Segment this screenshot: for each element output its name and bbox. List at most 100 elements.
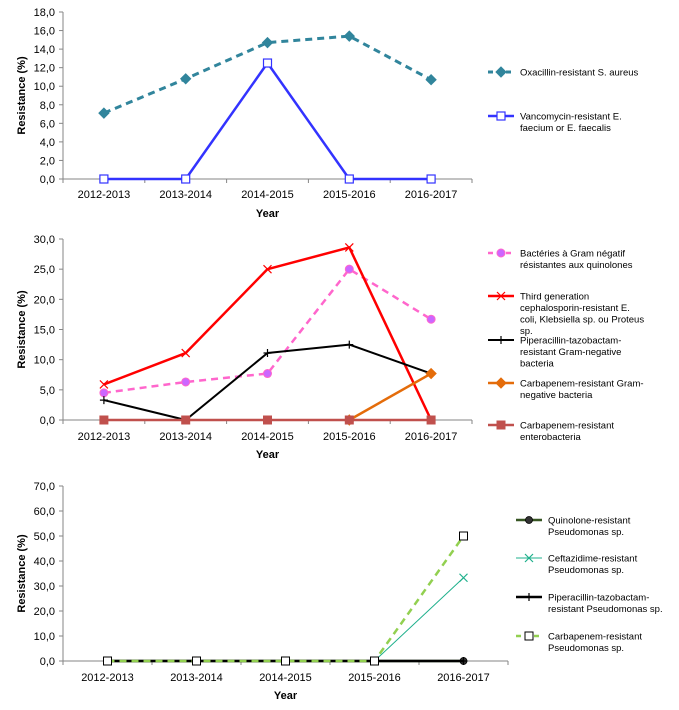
legend-label: Carbapenem-resistant [548,632,642,643]
legend-swatch-marker [496,111,506,121]
legend-swatch-marker [524,631,534,641]
data-point [181,377,191,387]
data-point [103,656,112,666]
legend-label: Vancomycin-resistant E. [520,112,622,123]
data-point [344,264,354,274]
legend-swatch-marker [525,516,533,524]
y-tick-label: 2,0 [40,155,55,167]
legend-label: Pseudomonas sp. [548,527,624,538]
legend-swatch-marker [495,377,507,389]
legend-swatch-marker [496,291,506,301]
series-line [103,246,433,421]
series-line [107,535,465,663]
legend-label: resistant Gram-negative [520,347,621,358]
data-point [459,573,468,583]
series-2 [99,58,436,184]
y-tick-label: 8,0 [40,100,55,112]
data-point [99,379,109,389]
data-point [425,74,437,86]
data-point [261,36,274,49]
data-point [262,58,273,68]
series-line [103,267,432,395]
series-3 [99,340,436,424]
series-4 [343,367,437,426]
x-tick-label: 2016-2017 [405,431,458,443]
data-point [281,656,290,666]
legend-label: sp. [520,326,533,337]
y-tick-label: 6,0 [40,118,55,130]
legend-entry: Carbapenem-resistant Gram-negative bacte… [488,377,644,401]
y-tick-label: 0,0 [40,656,55,668]
y-tick-label: 14,0 [34,44,55,56]
y-tick-label: 4,0 [40,137,55,149]
legend-label: Piperacillin-tazobactam- [520,336,621,347]
legend-entry: Piperacillin-tazobactam-resistant Gram-n… [488,336,621,370]
data-point [263,415,272,425]
data-point [179,73,192,85]
data-point [99,396,108,405]
data-point [426,314,436,324]
legend-label: bacteria [520,359,555,370]
y-tick-label: 10,0 [34,631,55,643]
data-point [344,415,354,425]
legend-entry: Piperacillin-tazobactam-resistant Pseudo… [516,593,663,615]
data-point [181,348,191,358]
x-tick-label: 2014-2015 [259,672,312,684]
y-tick-label: 50,0 [34,531,55,543]
legend-label: coli, Klebsiella sp. ou Proteus [520,315,644,326]
x-tick-label: 2015-2016 [348,672,401,684]
y-tick-label: 20,0 [34,294,55,306]
series-line [348,372,432,422]
y-tick-label: 30,0 [34,581,55,593]
x-tick-label: 2012-2013 [78,431,131,443]
legend-label: enterobacteria [520,432,581,443]
x-tick-label: 2014-2015 [241,189,294,201]
legend-swatch-marker [496,420,506,430]
data-point [99,415,109,425]
y-tick-label: 18,0 [34,7,55,19]
series-5 [99,415,436,425]
data-point [263,349,272,358]
legend-label: Quinolone-resistant [548,516,631,527]
y-axis-title: Resistance (%) [16,56,28,135]
y-tick-label: 0,0 [40,415,55,427]
x-tick-label: 2016-2017 [405,189,458,201]
x-tick-label: 2012-2013 [78,189,131,201]
data-point [425,367,437,380]
data-point [344,174,354,184]
y-tick-label: 15,0 [34,325,55,337]
legend-entry: Vancomycin-resistant E.faecium or E. fae… [488,111,622,134]
data-point [370,656,379,666]
legend-swatch-marker [497,336,505,344]
y-axis-title: Resistance (%) [16,534,28,613]
series-2 [99,243,436,425]
legend-swatch-marker [525,593,533,601]
data-point [181,174,191,184]
data-point [99,174,109,184]
legend-entry: Third generationcephalosporin-resistant … [488,291,644,337]
data-point [181,415,191,425]
x-axis-title: Year [256,449,280,461]
data-point [343,30,356,42]
y-tick-label: 40,0 [34,556,55,568]
y-tick-label: 10,0 [34,81,55,93]
legend-label: Oxacillin-resistant S. aureus [520,68,639,79]
x-tick-label: 2013-2014 [159,189,212,201]
legend-label: Carbapenem-resistant [520,421,614,432]
legend-label: Piperacillin-tazobactam- [548,593,649,604]
legend-label: Pseudomonas sp. [548,565,624,576]
y-tick-label: 70,0 [34,481,55,493]
y-tick-label: 16,0 [34,26,55,38]
x-tick-label: 2013-2014 [170,672,223,684]
data-point [426,174,436,184]
legend-label: Third generation [520,292,589,303]
series-line [103,34,432,115]
data-point [263,369,272,379]
legend-swatch-marker [524,553,534,563]
x-tick-label: 2013-2014 [159,431,212,443]
x-tick-label: 2015-2016 [323,431,376,443]
legend-label: negative bacteria [520,390,593,401]
